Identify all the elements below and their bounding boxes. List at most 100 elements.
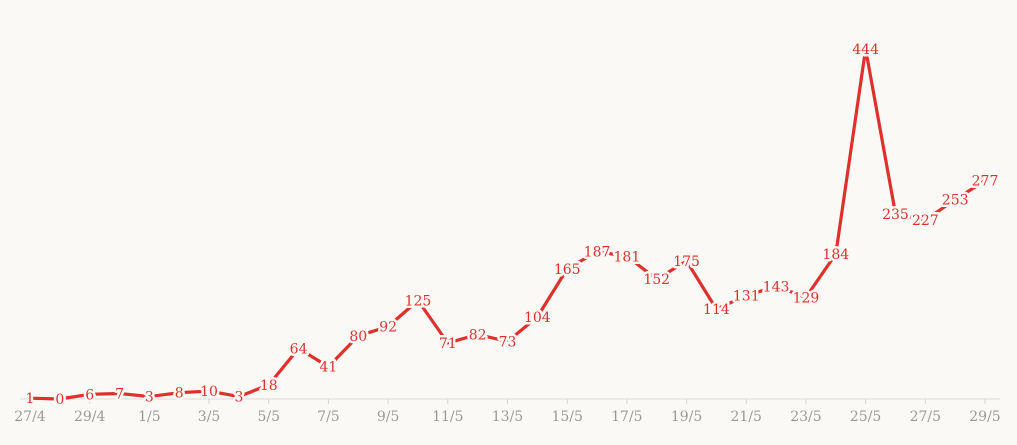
data-point: 66 bbox=[83, 385, 97, 406]
data-label: 227 bbox=[912, 213, 939, 229]
data-label: 165 bbox=[554, 262, 581, 278]
svg-text:227: 227 bbox=[912, 213, 939, 229]
data-label: 125 bbox=[405, 293, 432, 309]
data-point: 00 bbox=[53, 390, 67, 411]
x-tick-label: 7/5 bbox=[317, 409, 340, 425]
data-label: 143 bbox=[763, 279, 790, 295]
svg-text:41: 41 bbox=[320, 360, 338, 376]
svg-text:92: 92 bbox=[379, 319, 397, 335]
svg-text:71: 71 bbox=[439, 336, 457, 352]
x-tick-label: 27/4 bbox=[14, 409, 46, 425]
svg-text:82: 82 bbox=[469, 327, 487, 343]
x-tick-label: 5/5 bbox=[257, 409, 280, 425]
data-label: 82 bbox=[469, 327, 487, 343]
svg-text:8: 8 bbox=[175, 386, 184, 402]
svg-text:0: 0 bbox=[55, 392, 64, 408]
x-tick-label: 15/5 bbox=[551, 409, 582, 425]
svg-text:444: 444 bbox=[852, 42, 879, 58]
x-tick-label: 19/5 bbox=[671, 409, 702, 425]
svg-text:129: 129 bbox=[793, 290, 820, 306]
data-label: 0 bbox=[55, 392, 64, 408]
data-label: 3 bbox=[145, 390, 154, 406]
data-label: 104 bbox=[524, 310, 551, 326]
svg-text:7: 7 bbox=[115, 386, 124, 402]
data-label: 129 bbox=[793, 290, 820, 306]
svg-text:114: 114 bbox=[703, 302, 730, 318]
data-label: 41 bbox=[320, 360, 338, 376]
data-point: 88 bbox=[172, 383, 186, 404]
data-label: 18 bbox=[260, 378, 278, 394]
data-label: 7 bbox=[115, 386, 124, 402]
x-tick-label: 25/5 bbox=[850, 409, 881, 425]
svg-text:181: 181 bbox=[614, 249, 641, 265]
x-tick-label: 1/5 bbox=[138, 409, 161, 425]
svg-text:64: 64 bbox=[290, 342, 308, 358]
data-label: 277 bbox=[972, 174, 999, 190]
x-tick-label: 21/5 bbox=[731, 409, 762, 425]
data-label: 73 bbox=[499, 334, 517, 350]
svg-text:6: 6 bbox=[85, 387, 94, 403]
x-tick-label: 3/5 bbox=[198, 409, 221, 425]
svg-text:3: 3 bbox=[145, 390, 154, 406]
svg-text:125: 125 bbox=[405, 293, 432, 309]
data-label: 3 bbox=[234, 390, 243, 406]
data-label: 64 bbox=[290, 342, 308, 358]
x-axis-ticks: 27/4 29/4 1/5 3/5 5/5 7/5 9/5 11/5 13/5 15/5 17/5 1… bbox=[14, 399, 1001, 425]
data-point: 77 bbox=[113, 384, 127, 405]
svg-text:131: 131 bbox=[733, 289, 760, 305]
data-label: 253 bbox=[942, 193, 969, 209]
svg-text:18: 18 bbox=[260, 378, 278, 394]
svg-text:165: 165 bbox=[554, 262, 581, 278]
svg-text:152: 152 bbox=[643, 272, 670, 288]
svg-text:104: 104 bbox=[524, 310, 551, 326]
data-label: 80 bbox=[349, 329, 367, 345]
data-label: 181 bbox=[614, 249, 641, 265]
data-label: 114 bbox=[703, 302, 730, 318]
svg-text:187: 187 bbox=[584, 245, 611, 261]
svg-text:235: 235 bbox=[882, 207, 909, 223]
data-label: 187 bbox=[584, 245, 611, 261]
x-tick-label: 27/5 bbox=[910, 409, 941, 425]
data-label: 184 bbox=[822, 247, 849, 263]
svg-text:73: 73 bbox=[499, 334, 517, 350]
svg-text:277: 277 bbox=[972, 174, 999, 190]
svg-text:3: 3 bbox=[234, 390, 243, 406]
svg-text:10: 10 bbox=[200, 384, 218, 400]
data-label: 235 bbox=[882, 207, 909, 223]
svg-text:184: 184 bbox=[822, 247, 849, 263]
svg-text:80: 80 bbox=[349, 329, 367, 345]
x-tick-label: 13/5 bbox=[492, 409, 523, 425]
x-tick-label: 9/5 bbox=[377, 409, 400, 425]
x-tick-label: 29/5 bbox=[969, 409, 1000, 425]
x-tick-label: 23/5 bbox=[790, 409, 821, 425]
data-label: 6 bbox=[85, 387, 94, 403]
svg-text:1: 1 bbox=[26, 391, 35, 407]
data-label: 444 bbox=[852, 42, 879, 58]
data-label: 175 bbox=[673, 254, 700, 270]
data-point: 33 bbox=[142, 387, 156, 408]
x-tick-label: 29/4 bbox=[74, 409, 106, 425]
x-tick-label: 17/5 bbox=[611, 409, 642, 425]
